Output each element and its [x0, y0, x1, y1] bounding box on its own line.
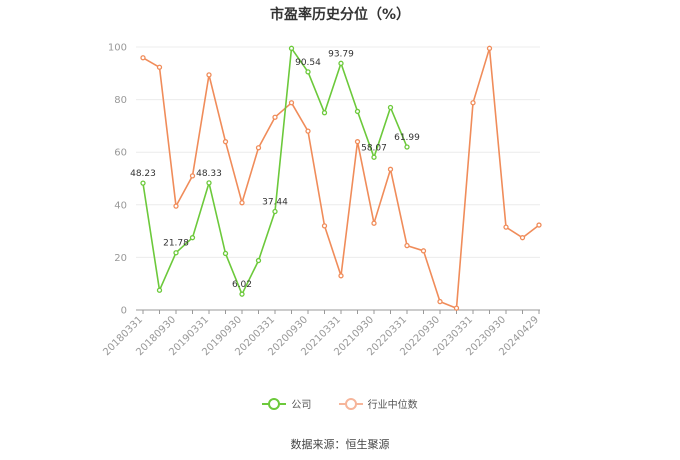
series-point-0: [305, 69, 311, 75]
series-point-1: [288, 100, 295, 106]
series-point-0: [371, 154, 377, 160]
y-tick-label: 0: [121, 306, 127, 317]
y-tick-label: 80: [114, 95, 127, 106]
series-point-1: [189, 173, 196, 179]
chart-title: 市盈率历史分位（%）: [269, 7, 411, 23]
legend-item-industry-median[interactable]: 行业中位数: [338, 396, 418, 411]
series-point-0: [239, 291, 245, 297]
data-label: 21.78: [163, 239, 189, 249]
series-point-1: [371, 220, 377, 226]
data-label: 93.79: [328, 49, 354, 59]
labels-layer: 48.23 21.78 48.33 6.02 37.44 90.54 93.79 58.07 6…: [130, 49, 420, 290]
series-point-1: [404, 242, 410, 249]
series-point-0: [255, 257, 262, 264]
data-label: 58.07: [361, 143, 387, 153]
y-tick-label: 40: [114, 200, 127, 211]
series-point-1: [453, 305, 460, 311]
data-label: 61.99: [394, 133, 420, 143]
series-point-1: [321, 223, 328, 229]
series-point-0: [173, 250, 179, 256]
y-tick-label: 20: [114, 253, 127, 264]
series-point-0: [321, 110, 328, 116]
series-point-1: [470, 100, 476, 106]
series-point-0: [189, 235, 196, 241]
series-point-0: [288, 45, 295, 51]
series-point-0: [354, 108, 361, 115]
data-label: 48.23: [130, 169, 156, 179]
series-point-0: [156, 287, 163, 293]
series-point-1: [255, 145, 262, 151]
series-point-1: [354, 139, 361, 145]
series-point-1: [420, 248, 427, 254]
series-point-1: [519, 235, 526, 241]
series-point-1: [503, 224, 509, 230]
series-point-1: [222, 139, 229, 145]
series-point-1: [272, 114, 278, 120]
data-label: 37.44: [262, 198, 288, 208]
source-note: 数据来源：恒生聚源: [290, 438, 390, 451]
y-tick-label: 100: [108, 43, 127, 54]
grid-lines: [136, 46, 540, 258]
series-point-0: [272, 208, 278, 215]
series-point-0: [222, 250, 229, 257]
series-point-1: [156, 64, 163, 70]
legend-label-company: 公司: [291, 400, 312, 411]
legend-item-company[interactable]: 公司: [262, 396, 311, 411]
series-point-1: [338, 273, 344, 279]
series-point-1: [173, 203, 179, 209]
series-point-1: [239, 200, 245, 206]
series-point-1: [387, 166, 394, 172]
data-label: 48.33: [196, 169, 222, 179]
axes: 0204060801002018033120180930201903312019…: [101, 43, 541, 359]
series-point-1: [437, 298, 443, 305]
series-point-1: [536, 222, 542, 228]
series-point-0: [387, 104, 394, 111]
series-point-1: [206, 72, 212, 78]
legend-swatch-company: [262, 397, 287, 410]
legend: 公司 行业中位数: [0, 396, 680, 413]
series-point-1: [140, 55, 146, 61]
series-point-0: [206, 180, 212, 186]
y-tick-label: 60: [114, 148, 127, 159]
series-point-1: [486, 45, 493, 51]
chart-plot: 0204060801002018033120180930201903312019…: [101, 43, 542, 359]
series-point-0: [338, 60, 344, 66]
series-point-0: [140, 180, 146, 186]
series-point-1: [305, 128, 311, 134]
series-point-0: [404, 144, 410, 150]
legend-swatch-industry: [338, 397, 363, 410]
series-layer: [140, 45, 542, 311]
data-label: 6.02: [232, 280, 252, 290]
legend-label-industry-median: 行业中位数: [367, 400, 418, 411]
data-label: 90.54: [295, 58, 321, 68]
